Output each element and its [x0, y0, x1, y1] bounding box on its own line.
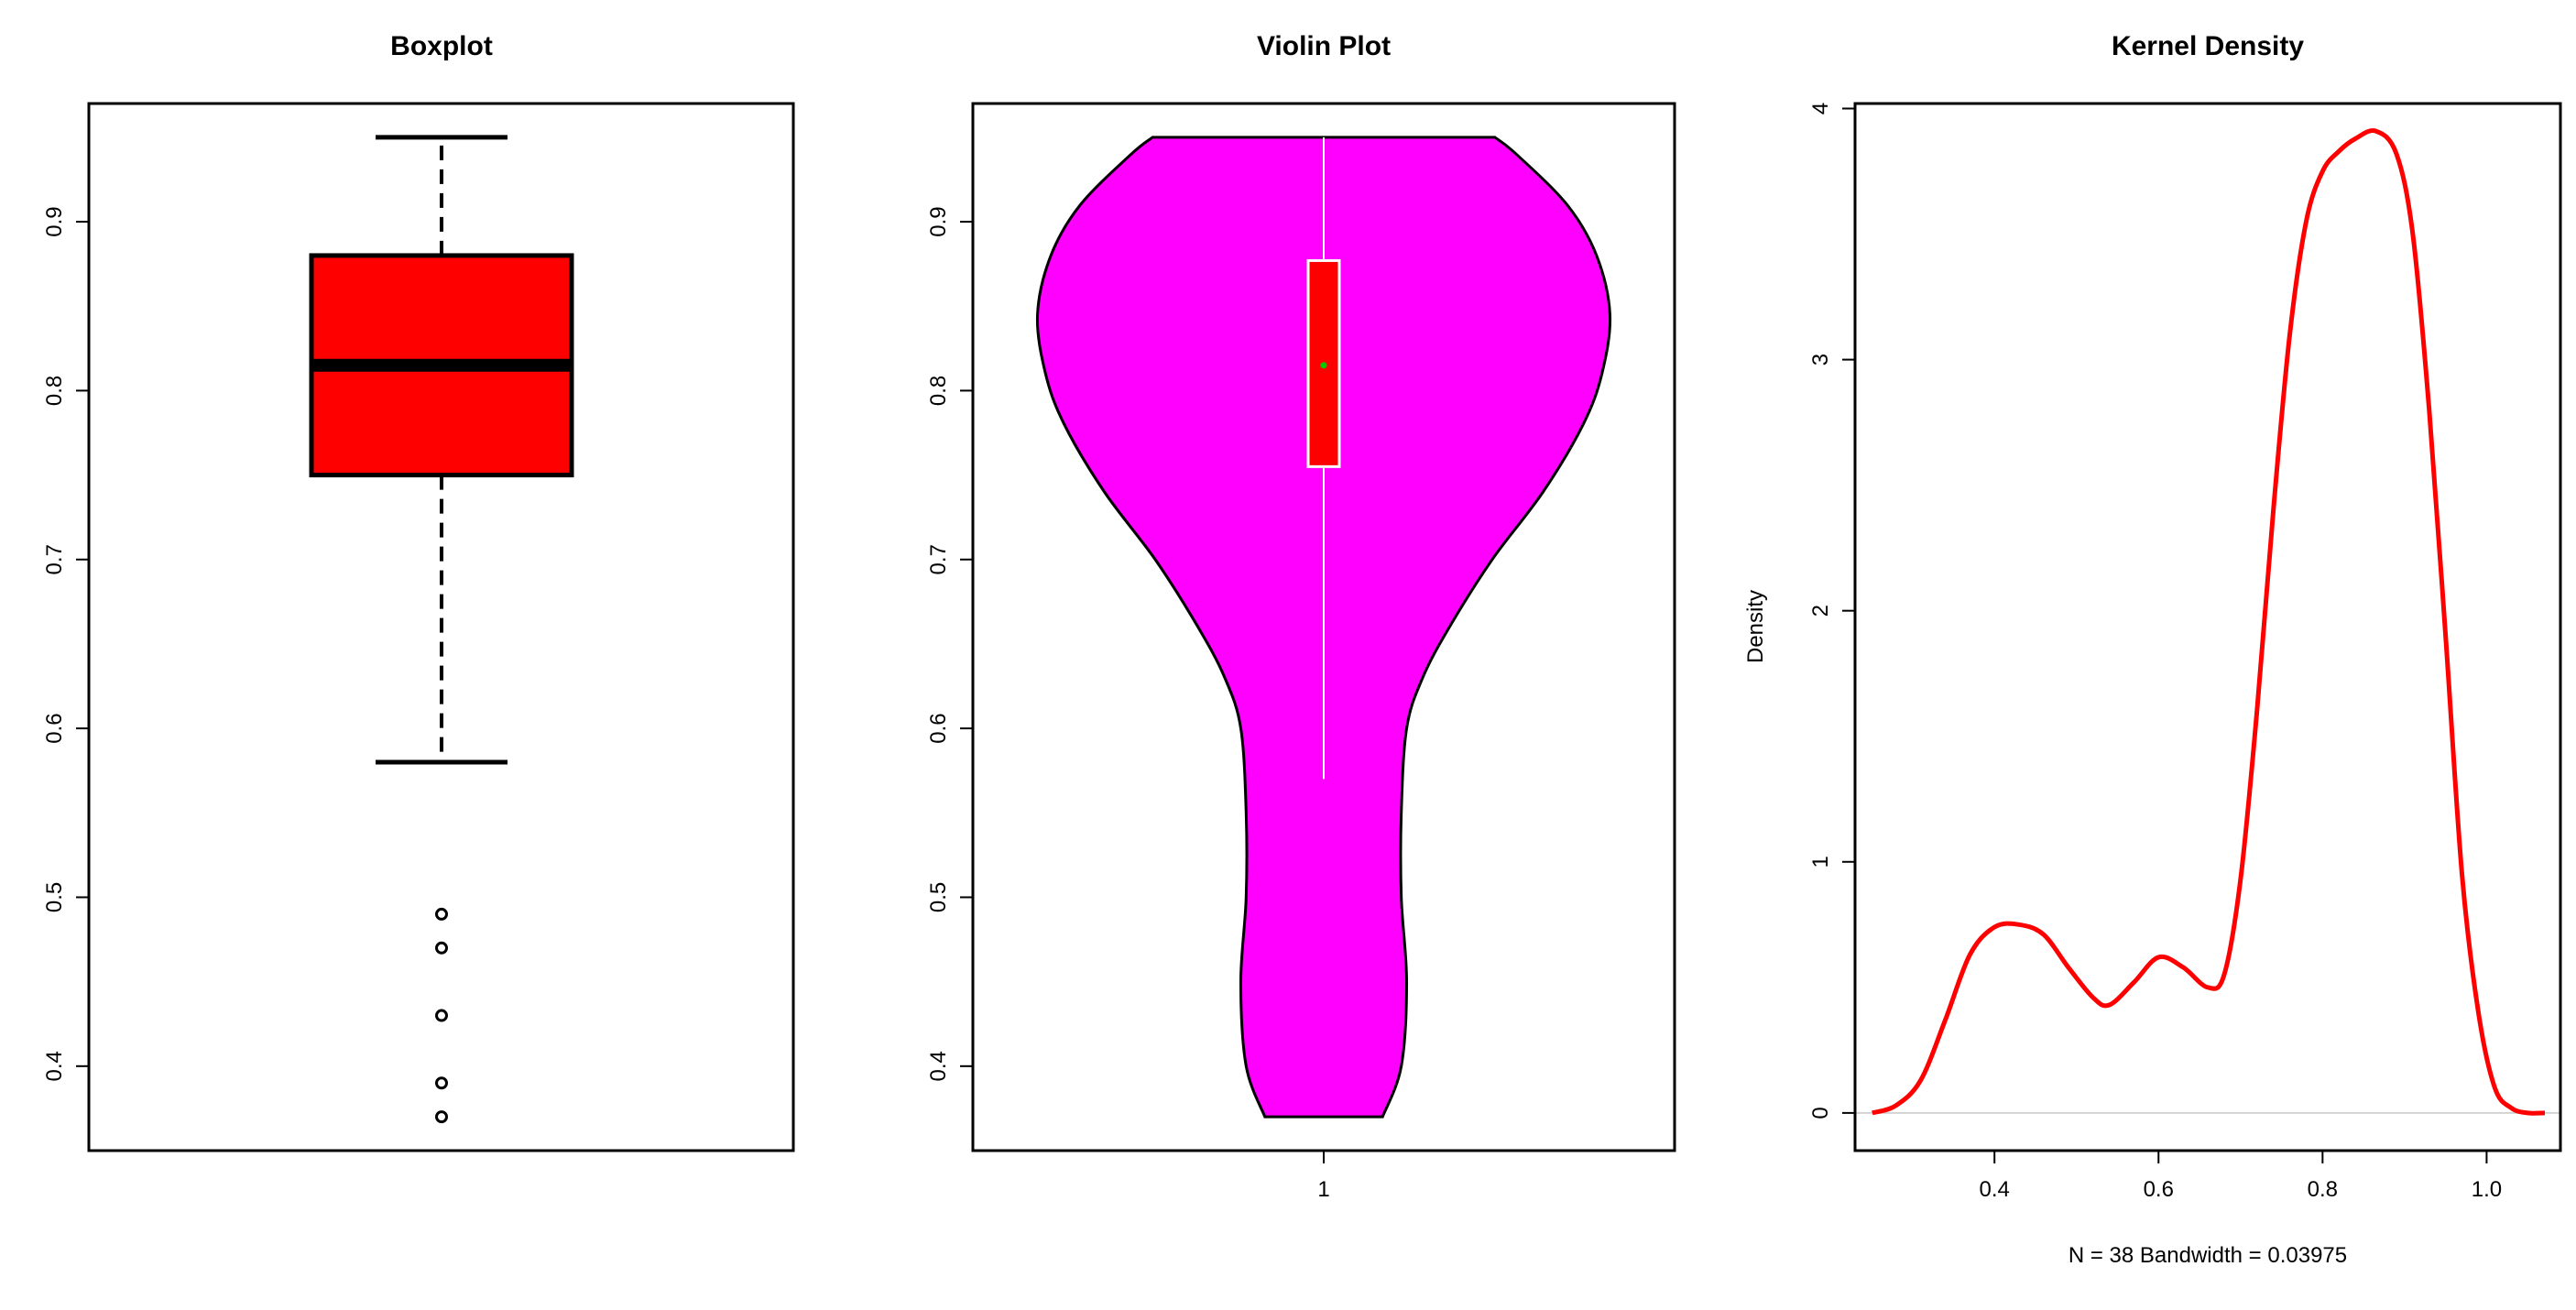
violin-y-tick-label: 0.8: [926, 376, 951, 406]
density-x-tick-label: 0.4: [1980, 1177, 2010, 1202]
violin-x-axis: 1: [1317, 1151, 1330, 1202]
boxplot-y-tick-label: 0.4: [42, 1051, 67, 1081]
density-x-axis: 0.4 0.6 0.8 1.0: [1980, 1150, 2502, 1202]
boxplot-y-tick-label: 0.7: [42, 544, 67, 574]
density-y-tick-label: 1: [1808, 856, 1833, 868]
violin-y-tick-label: 0.7: [926, 544, 951, 574]
density-title: Kernel Density: [2112, 31, 2304, 61]
density-y-label: Density: [1743, 590, 1768, 663]
density-panel: Kernel Density 0 1 2 3 4 0.4 0.6 0.8 1.0 Densit…: [1743, 31, 2562, 1268]
violin-y-axis: 0.4 0.5 0.6 0.7 0.8 0.9: [926, 206, 974, 1082]
density-y-tick-label: 3: [1808, 354, 1833, 366]
violin-y-tick-label: 0.4: [926, 1051, 951, 1081]
boxplot-outlier: [435, 1009, 448, 1022]
violin-x-tick-label: 1: [1317, 1177, 1329, 1202]
boxplot-title: Boxplot: [390, 31, 493, 61]
density-y-axis: 0 1 2 3 4: [1808, 103, 1856, 1119]
boxplot-y-tick-label: 0.8: [42, 376, 67, 406]
density-y-tick-label: 0: [1808, 1107, 1833, 1119]
violin-y-tick-label: 0.5: [926, 882, 951, 912]
violin-title: Violin Plot: [1257, 31, 1391, 61]
violin-median-dot: [1320, 362, 1327, 369]
boxplot-y-axis: 0.4 0.5 0.6 0.7 0.8 0.9: [42, 206, 90, 1082]
boxplot-marks: [309, 135, 574, 1124]
violin-marks: [1035, 136, 1612, 1119]
density-marks: [1855, 128, 2560, 1116]
boxplot-panel: Boxplot 0.4 0.5 0.6 0.7 0.8 0.9: [42, 31, 795, 1152]
boxplot-outlier: [435, 1110, 448, 1124]
density-x-label: N = 38 Bandwidth = 0.03975: [2068, 1243, 2347, 1268]
density-x-tick-label: 0.6: [2144, 1177, 2174, 1202]
boxplot-y-tick-label: 0.6: [42, 713, 67, 743]
density-y-tick-label: 4: [1808, 103, 1833, 115]
density-x-tick-label: 1.0: [2472, 1177, 2502, 1202]
boxplot-outlier: [435, 1076, 448, 1090]
density-frame: [1853, 102, 2562, 1152]
violin-y-tick-label: 0.6: [926, 713, 951, 743]
boxplot-y-tick-label: 0.5: [42, 882, 67, 912]
violin-y-tick-label: 0.9: [926, 206, 951, 236]
violin-panel: Violin Plot 0.4 0.5 0.6 0.7 0.8 0.9 1: [926, 31, 1676, 1202]
boxplot-outlier: [435, 907, 448, 921]
density-y-tick-label: 2: [1808, 605, 1833, 617]
density-x-tick-label: 0.8: [2308, 1177, 2338, 1202]
boxplot-y-tick-label: 0.9: [42, 206, 67, 236]
density-curve: [1872, 128, 2546, 1116]
boxplot-outlier: [435, 941, 448, 955]
